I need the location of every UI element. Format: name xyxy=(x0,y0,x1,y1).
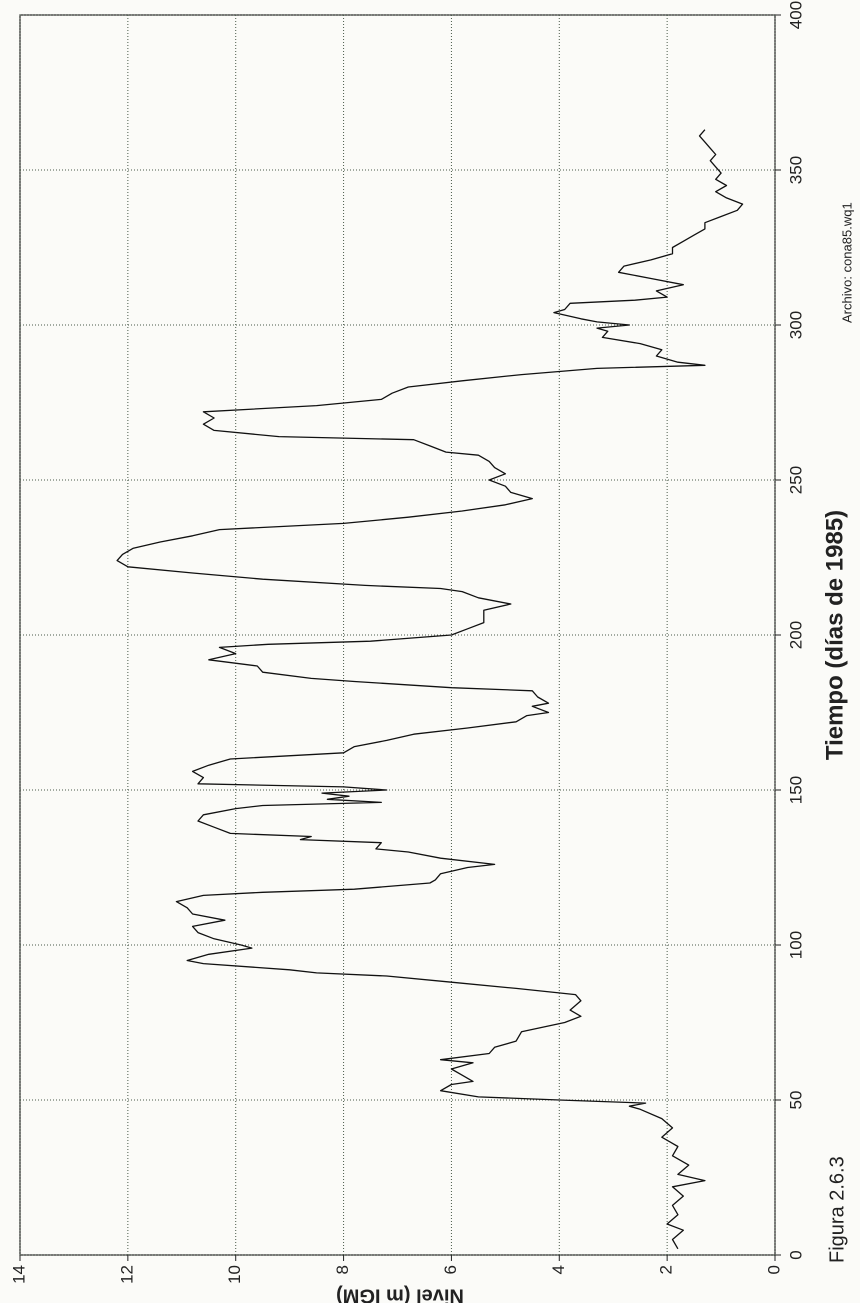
x-tick-label: 200 xyxy=(786,621,805,649)
y-tick-label: 10 xyxy=(225,1265,244,1284)
y-tick-label: 0 xyxy=(764,1265,783,1274)
rotated-chart: Tiempo (días de 1985) Nivel (m IGM) Figu… xyxy=(9,1,854,1303)
y-tick-label: 14 xyxy=(9,1265,28,1284)
x-axis-title: Tiempo (días de 1985) xyxy=(821,510,848,760)
y-tick-label: 2 xyxy=(657,1265,676,1274)
plot-frame xyxy=(19,14,776,1256)
caption: Figura 2.6.3 xyxy=(826,1156,848,1263)
x-tick-label: 300 xyxy=(786,311,805,339)
x-tick-label: 50 xyxy=(786,1091,805,1110)
x-tick-label: 0 xyxy=(786,1250,805,1259)
y-tick-label: 12 xyxy=(117,1265,136,1284)
file-note: Archivo: cona85.wq1 xyxy=(839,202,854,323)
x-tick-label: 100 xyxy=(786,931,805,959)
data-line xyxy=(116,129,744,1250)
y-tick-label: 6 xyxy=(441,1265,460,1274)
x-tick-label: 150 xyxy=(786,776,805,804)
y-tick-label: 4 xyxy=(549,1265,568,1274)
x-tick-label: 350 xyxy=(786,156,805,184)
x-tick-label: 250 xyxy=(786,466,805,494)
y-axis-title: Nivel (m IGM) xyxy=(336,1285,464,1303)
y-tick-label: 8 xyxy=(333,1265,352,1274)
x-tick-label: 400 xyxy=(786,1,805,29)
